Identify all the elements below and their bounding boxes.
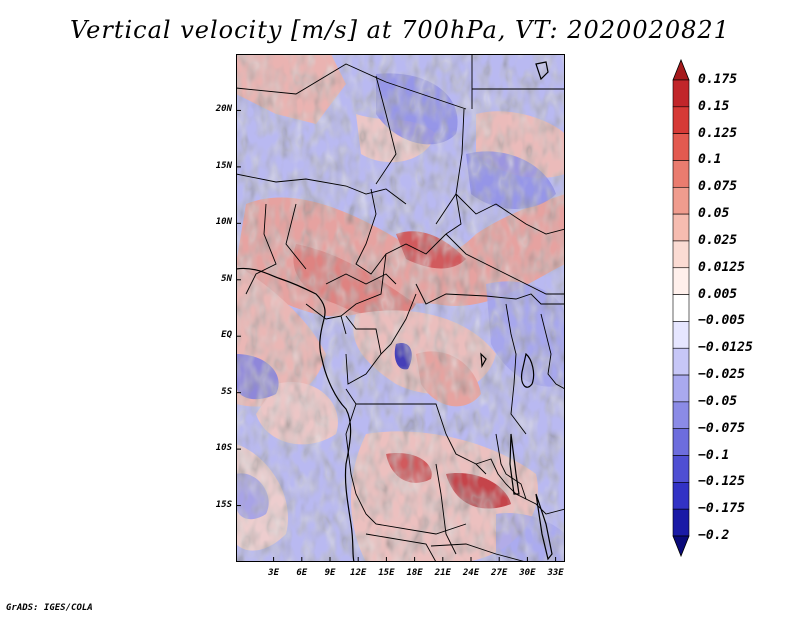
- colorbar-label: −0.125: [698, 474, 745, 490]
- lon-tick-label: 3E: [268, 568, 280, 578]
- lat-tick-label: 15S: [215, 499, 232, 510]
- colorbar-swatch: [672, 455, 690, 483]
- lon-tick-label: 18E: [406, 568, 423, 578]
- colorbar-label: 0.05: [698, 206, 730, 222]
- map-title: Vertical velocity [m/s] at 700hPa, VT: 2…: [70, 16, 730, 44]
- lon-tick-label: 30E: [519, 568, 536, 578]
- colorbar-label: −0.075: [698, 420, 745, 436]
- colorbar-swatch: [672, 106, 690, 134]
- colorbar-swatch: [672, 508, 690, 537]
- lat-tick-label: 20N: [215, 104, 232, 115]
- lat-tick-label: 15N: [215, 160, 232, 171]
- colorbar-swatch: [672, 79, 690, 108]
- lon-tick-label: 9E: [324, 568, 336, 578]
- colorbar-label: 0.0125: [698, 259, 745, 275]
- grads-credit: GrADS: IGES/COLA: [6, 603, 93, 613]
- vertical-velocity-map: [236, 54, 565, 562]
- colorbar-label: 0.005: [698, 286, 738, 302]
- country-borders: [236, 54, 565, 562]
- map-border: [236, 54, 565, 562]
- map-panel: 20N 15N 10N 5N EQ 5S 10S 15S 3E 6E 9E 12E 15E 18E 21E…: [216, 54, 565, 578]
- colorbar-label: −0.175: [698, 501, 745, 517]
- colorbar-label: 0.15: [698, 98, 730, 114]
- lon-tick-label: 27E: [491, 568, 508, 578]
- colorbar-label: 0.175: [698, 72, 738, 87]
- colorbar-swatch: [672, 428, 690, 456]
- colorbar-swatch: [672, 294, 690, 322]
- lon-tick-label: 33E: [547, 568, 564, 578]
- colorbar-label: −0.2: [698, 528, 730, 543]
- colorbar-label: 0.125: [698, 125, 738, 141]
- lat-tick-label: 10S: [215, 443, 232, 454]
- colorbar-swatch: [672, 374, 690, 403]
- coastlines: [236, 61, 553, 562]
- colorbar: [672, 58, 690, 558]
- colorbar-top-triangle: [672, 58, 690, 81]
- colorbar-swatch: [672, 482, 690, 510]
- colorbar-label: −0.1: [698, 447, 730, 463]
- lon-tick-label: 21E: [434, 568, 451, 578]
- lon-tick-label: 6E: [296, 568, 308, 578]
- lon-tick-label: 24E: [462, 568, 480, 578]
- colorbar-label: −0.05: [698, 393, 738, 409]
- colorbar-label: 0.1: [698, 152, 722, 168]
- colorbar-swatch: [672, 133, 690, 161]
- lat-tick-label: 5S: [221, 386, 232, 397]
- map-tick-marks: [236, 109, 557, 562]
- colorbar-label: 0.025: [698, 232, 738, 248]
- colorbar-swatch: [672, 347, 690, 376]
- colorbar-swatch: [672, 240, 690, 269]
- lat-tick-label: 5N: [221, 273, 232, 284]
- colorbar-swatch: [672, 186, 690, 215]
- colorbar-label: −0.025: [698, 367, 745, 383]
- colorbar-swatch: [672, 401, 690, 430]
- colorbar-swatch: [672, 160, 690, 188]
- lat-tick-label: EQ: [221, 330, 232, 341]
- colorbar-swatch: [672, 213, 690, 242]
- colorbar-label: 0.075: [698, 179, 738, 195]
- lon-tick-label: 12E: [350, 568, 367, 578]
- lon-tick-label: 15E: [378, 568, 395, 578]
- colorbar-label: −0.0125: [698, 340, 753, 356]
- colorbar-label: −0.005: [698, 313, 745, 329]
- colorbar-bottom-triangle: [672, 535, 690, 558]
- lat-tick-label: 10N: [215, 217, 232, 228]
- colorbar-swatch: [672, 267, 690, 295]
- colorbar-swatch: [672, 321, 690, 349]
- field-texture: [236, 54, 565, 562]
